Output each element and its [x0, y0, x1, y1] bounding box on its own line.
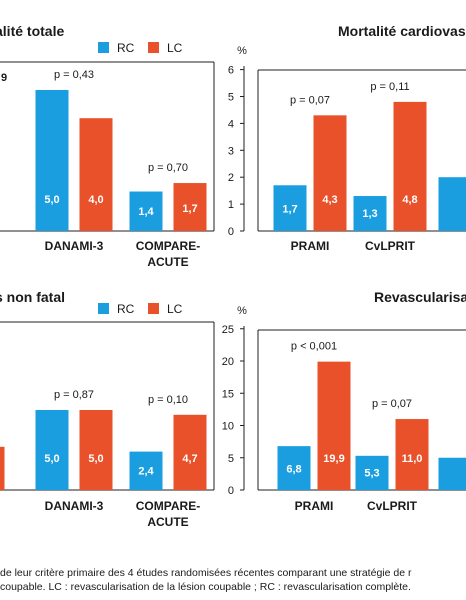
- bar-value-label: 2,4: [138, 466, 154, 478]
- bar-value-label: 1,7: [182, 203, 197, 215]
- y-axis-unit: %: [237, 305, 247, 317]
- bar-lc: [317, 361, 351, 490]
- legend-swatch-rc: [98, 303, 109, 314]
- legend-label-lc: LC: [167, 41, 183, 55]
- y-tick-label: 6: [228, 65, 234, 77]
- category-label: PRAMI: [291, 239, 330, 253]
- legend-label-rc: RC: [117, 302, 135, 316]
- category-label: COMPARE-: [136, 239, 200, 253]
- bar-lc: [0, 446, 5, 490]
- chart-title: s non fatal: [0, 289, 65, 305]
- bar-lc: [79, 410, 113, 490]
- category-label: COMPARE-: [136, 499, 200, 513]
- p-value-label: p = 0,07: [372, 398, 412, 410]
- p-value-label: p = 0,11: [370, 81, 409, 93]
- category-label: DANAMI-3: [45, 499, 104, 513]
- chart-title: Revascularisat: [374, 289, 466, 305]
- partial-value-label: 9: [1, 72, 7, 84]
- y-tick-label: 20: [222, 356, 234, 368]
- bar-lc: [395, 419, 429, 490]
- caption-line-1: de leur critère primaire des 4 études ra…: [0, 567, 412, 579]
- category-label: PRAMI: [295, 499, 334, 513]
- p-value-label: p = 0,87: [54, 389, 94, 401]
- partial-value-label: 29: [0, 418, 10, 430]
- y-tick-label: 15: [222, 388, 234, 400]
- category-label: ACUTE: [147, 515, 188, 529]
- y-tick-label: 0: [228, 226, 234, 238]
- chart-title: alité totale: [0, 23, 64, 39]
- y-tick-label: 1: [228, 199, 234, 211]
- bar-lc: [313, 115, 347, 231]
- p-value-label: p < 0,001: [291, 341, 337, 353]
- bar-lc: [79, 118, 113, 231]
- y-tick-label: 2: [228, 172, 234, 184]
- bar-lc: [393, 101, 427, 231]
- bar-rc: [438, 457, 466, 490]
- category-label: CvLPRIT: [367, 499, 418, 513]
- y-tick-label: 4: [228, 118, 234, 130]
- y-tick-label: 10: [222, 421, 234, 433]
- legend-swatch-lc: [148, 42, 159, 53]
- bar-value-label: 19,9: [323, 453, 344, 465]
- bar-rc: [355, 455, 389, 490]
- bar-lc: [173, 183, 207, 231]
- legend-swatch-rc: [98, 42, 109, 53]
- y-tick-label: 5: [228, 92, 234, 104]
- chart-title: Mortalité cardiovas: [338, 23, 466, 39]
- bar-rc: [35, 410, 69, 490]
- bar-rc: [353, 196, 387, 231]
- p-value-label: p = 0,07: [290, 94, 330, 106]
- bar-value-label: 4,8: [402, 194, 417, 206]
- bar-rc: [277, 446, 311, 490]
- bar-value-label: 5,0: [44, 194, 59, 206]
- y-tick-label: 5: [228, 453, 234, 465]
- bar-rc: [35, 90, 69, 231]
- bar-rc: [129, 451, 163, 490]
- category-label: CvLPRIT: [365, 239, 416, 253]
- y-tick-label: 25: [222, 324, 234, 336]
- bar-lc: [173, 414, 207, 490]
- p-value-label: p = 0,10: [148, 394, 188, 406]
- bar-value-label: 1,4: [138, 206, 154, 218]
- partial-value-label: ,9: [0, 125, 9, 137]
- bar-value-label: 1,7: [282, 204, 297, 216]
- bar-value-label: 1,3: [362, 208, 377, 220]
- category-label: ACUTE: [147, 255, 188, 269]
- bar-value-label: 5,0: [88, 453, 103, 465]
- y-tick-label: 3: [228, 145, 234, 157]
- bar-value-label: 4,0: [88, 194, 103, 206]
- bar-value-label: 11,0: [402, 453, 423, 465]
- caption-line-2: coupable. LC : revascularisation de la l…: [0, 581, 411, 593]
- bar-rc: [438, 177, 466, 231]
- bar-value-label: 5,3: [364, 467, 379, 479]
- bar-rc: [129, 191, 163, 231]
- bar-rc: [273, 185, 307, 231]
- bar-value-label: 4,7: [182, 453, 197, 465]
- bar-value-label: 6,8: [286, 463, 301, 475]
- category-label: DANAMI-3: [45, 239, 104, 253]
- figure-caption: de leur critère primaire des 4 études ra…: [0, 566, 466, 600]
- p-value-label: p = 0,70: [148, 162, 188, 174]
- legend-label-rc: RC: [117, 41, 135, 55]
- legend-label-lc: LC: [167, 302, 183, 316]
- y-tick-label: 0: [228, 485, 234, 497]
- p-value-label: p = 0,43: [54, 69, 94, 81]
- y-axis-unit: %: [237, 45, 247, 57]
- legend-swatch-lc: [148, 303, 159, 314]
- bar-value-label: 4,3: [322, 194, 337, 206]
- bar-value-label: 5,0: [44, 453, 59, 465]
